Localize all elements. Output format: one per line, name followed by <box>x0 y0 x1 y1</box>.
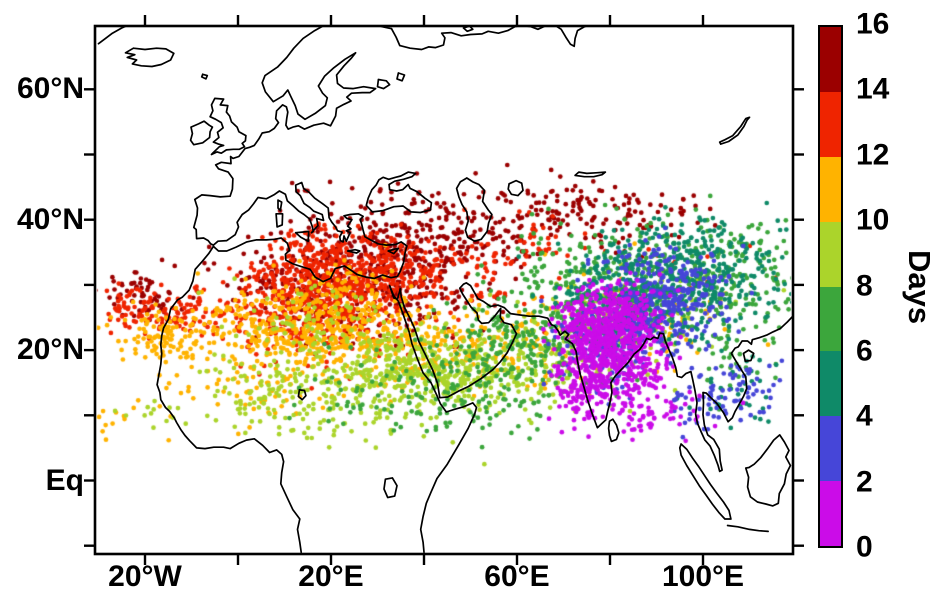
x-tick-label-6: 100°E <box>661 560 745 593</box>
colorbar-segment-14-16 <box>820 27 841 92</box>
colorbar-tick-label-14: 14 <box>856 72 890 106</box>
y-tick-label-7: 60°N <box>16 72 84 106</box>
colorbar-segment-2-4 <box>820 416 841 482</box>
colorbar-tick-label-8: 8 <box>856 268 873 302</box>
colorbar-tick-label-0: 0 <box>856 530 873 564</box>
colorbar-tick-label-12: 12 <box>856 138 890 172</box>
colorbar-tick-label-2: 2 <box>856 464 873 498</box>
colorbar-tick-label-16: 16 <box>856 7 890 41</box>
colorbar-tick-label-10: 10 <box>856 203 890 237</box>
colorbar-tick-label-6: 6 <box>856 334 873 368</box>
colorbar-segment-0-2 <box>820 481 841 546</box>
colorbar-segment-8-10 <box>820 221 841 287</box>
colorbar-title: Days <box>902 249 937 325</box>
colorbar-segment-10-12 <box>820 156 841 222</box>
colorbar-segment-12-14 <box>820 91 841 157</box>
x-tick-label-0: 20°W <box>108 560 182 593</box>
x-tick-label-4: 60°E <box>484 560 550 593</box>
y-tick-label-5: 40°N <box>16 202 84 236</box>
coastlines <box>97 27 792 553</box>
colorbar-segment-6-8 <box>820 286 841 352</box>
colorbar <box>818 25 843 548</box>
plot-frame <box>84 15 804 565</box>
x-tick-label-2: 20°E <box>298 560 364 593</box>
colorbar-segment-4-6 <box>820 351 841 417</box>
colorbar-tick-label-4: 4 <box>856 399 873 433</box>
y-tick-label-3: 20°N <box>16 333 84 367</box>
y-tick-label-1: Eq <box>45 463 84 497</box>
